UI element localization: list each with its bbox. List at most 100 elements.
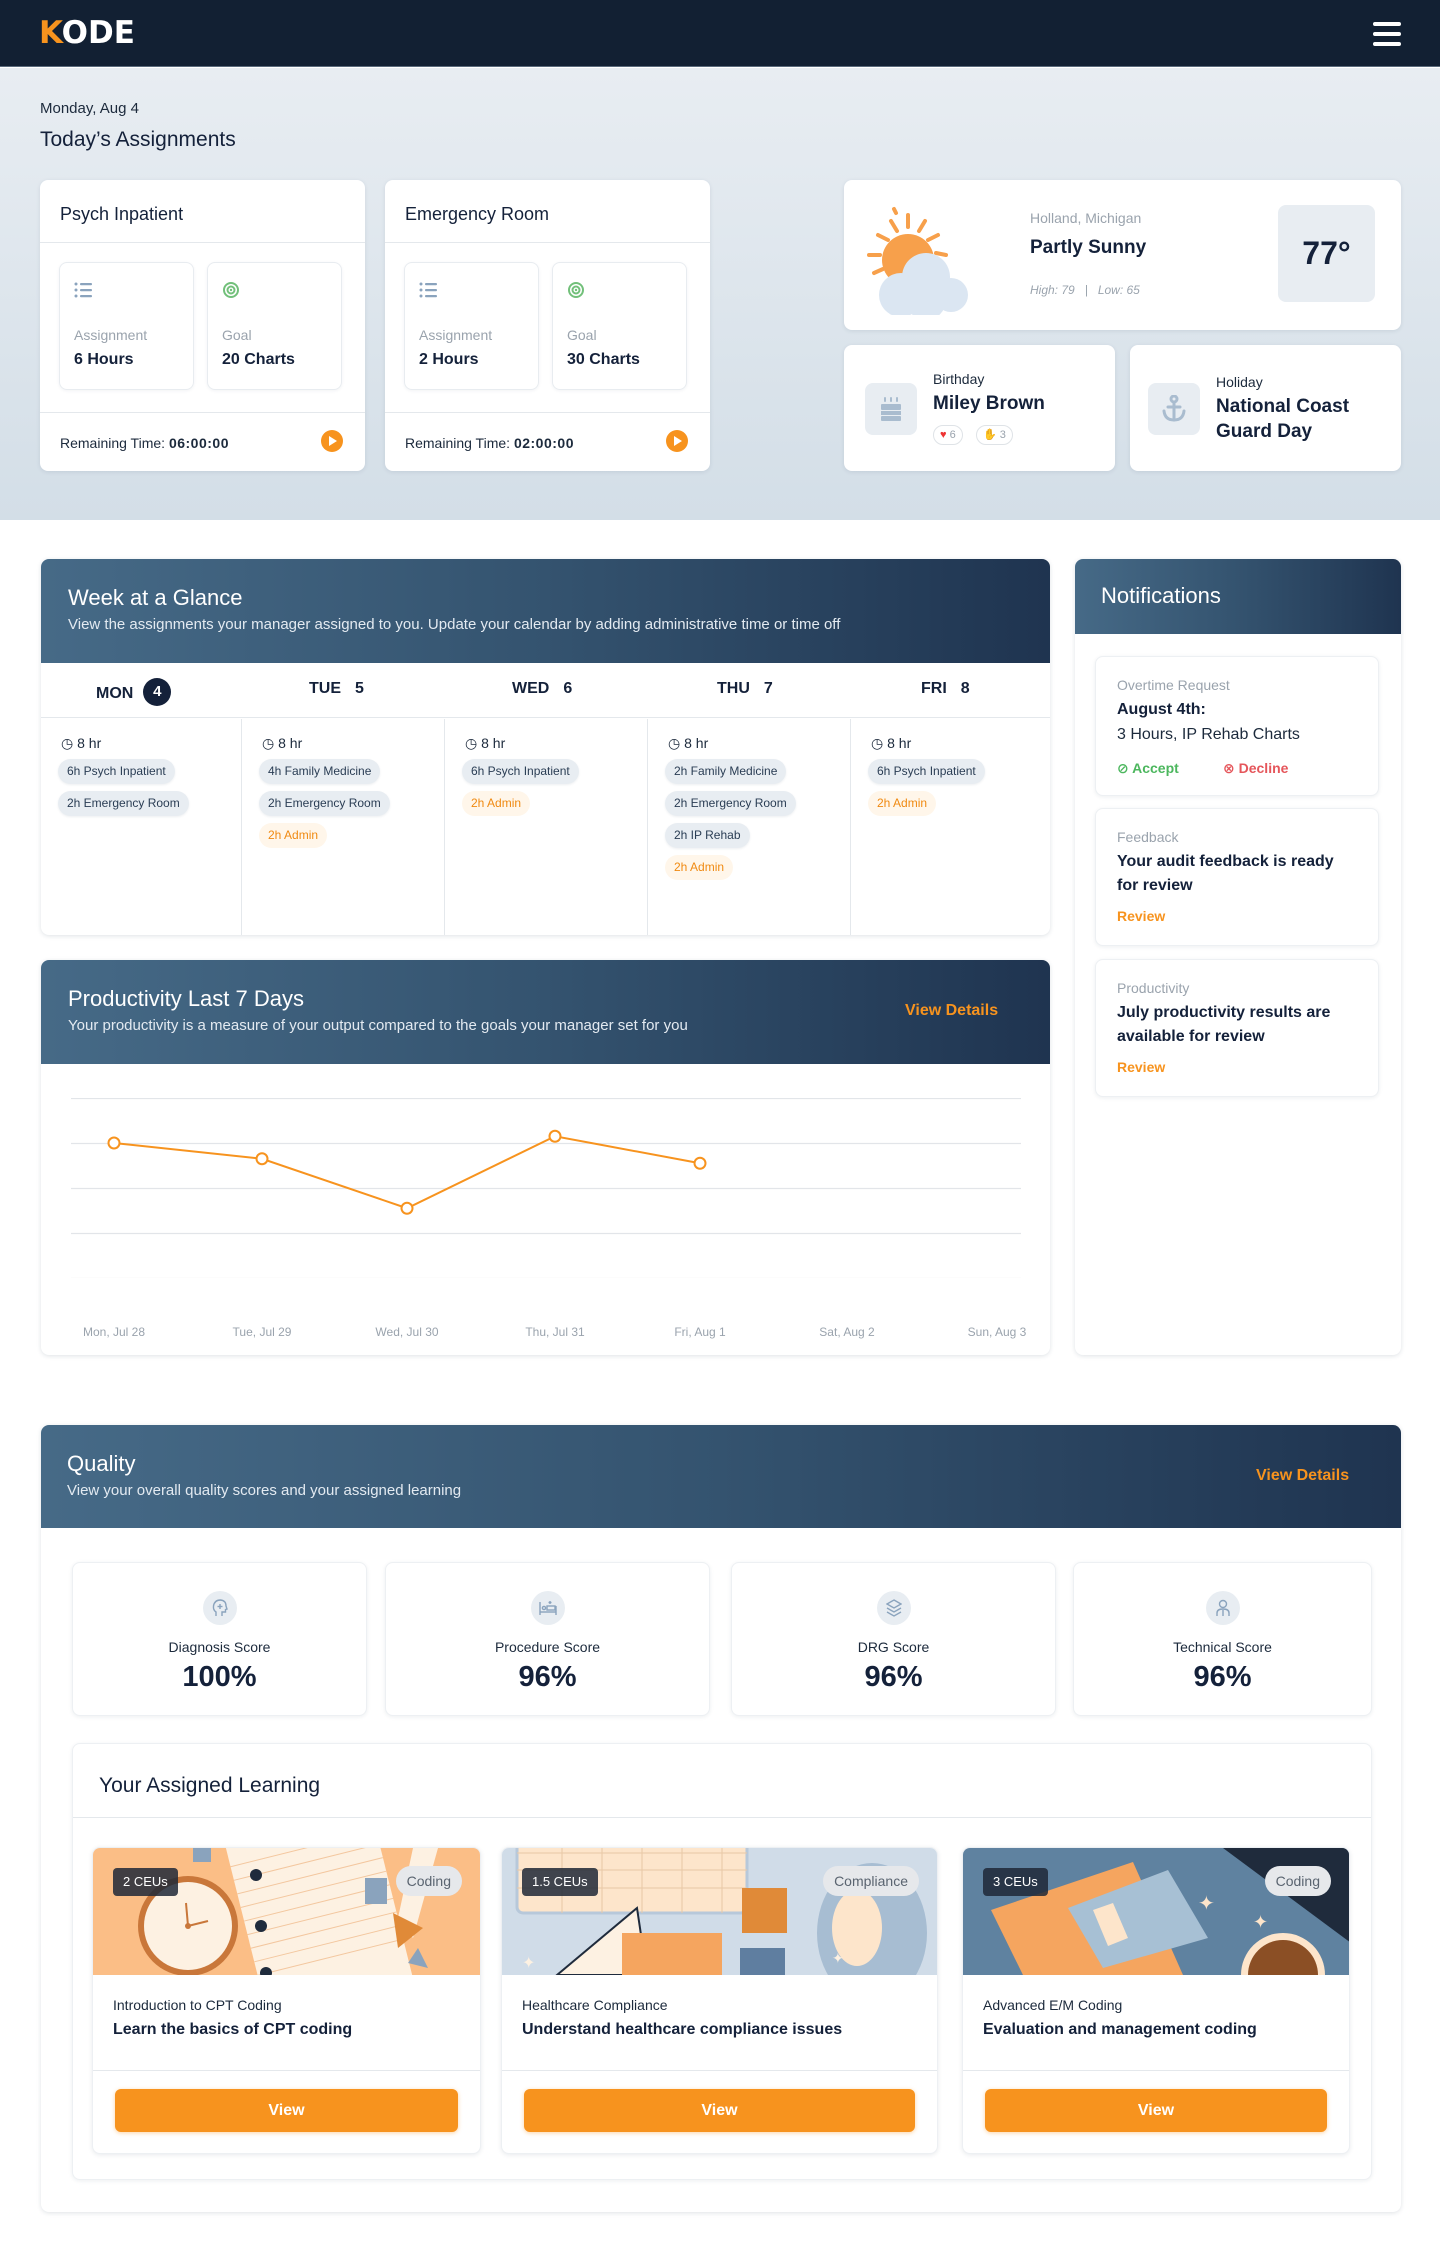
- review-link[interactable]: Review: [1117, 1059, 1166, 1075]
- panel-title: Week at a Glance: [68, 585, 243, 610]
- logo-rest: ODE: [61, 15, 135, 51]
- holiday-name: National Coast Guard Day: [1216, 396, 1350, 442]
- day-hours: ◷ 8 hr: [668, 735, 709, 751]
- top-navigation-bar: KODE: [0, 0, 1440, 67]
- assignment-card-psych-inpatient: Psych Inpatient Assignment 6 Hours Goal …: [40, 180, 365, 471]
- assignment-chip[interactable]: 2h IP Rehab: [665, 823, 750, 848]
- admin-chip[interactable]: 2h Admin: [665, 855, 734, 880]
- panel-subtitle: View your overall quality scores and you…: [67, 1482, 462, 1499]
- view-details-link[interactable]: View Details: [905, 1002, 999, 1019]
- day-hours: ◷ 8 hr: [262, 735, 303, 751]
- assignment-hours-stat: Assignment 6 Hours: [59, 262, 194, 390]
- layers-icon: [876, 1591, 911, 1625]
- x-circle-icon: ⊗: [1223, 760, 1235, 776]
- heart-reaction-button[interactable]: ♥ 6: [933, 425, 963, 445]
- decline-button[interactable]: ⊗ Decline: [1223, 760, 1289, 776]
- accept-button[interactable]: ⊘ Accept: [1117, 760, 1179, 776]
- day-header-wed[interactable]: WED 6: [512, 680, 573, 697]
- stat-value: 2 Hours: [419, 351, 479, 368]
- start-timer-button[interactable]: [321, 430, 343, 452]
- day-header-thu[interactable]: THU 7: [717, 680, 773, 697]
- clock-icon: ◷: [871, 735, 884, 751]
- stat-value: 20 Charts: [222, 351, 295, 368]
- day-header-tue[interactable]: TUE 5: [309, 680, 364, 697]
- productivity-line-chart: [71, 1098, 1021, 1278]
- cake-icon: [865, 383, 917, 435]
- review-link[interactable]: Review: [1117, 908, 1166, 924]
- admin-chip[interactable]: 2h Admin: [259, 823, 328, 848]
- day-column-fri[interactable]: ◷ 8 hr 6h Psych Inpatient 2h Admin: [851, 719, 1050, 935]
- list-icon: [74, 282, 92, 298]
- view-details-link[interactable]: View Details: [1256, 1467, 1350, 1484]
- clock-icon: ◷: [668, 735, 681, 751]
- notification-kind: Overtime Request: [1117, 677, 1230, 693]
- data-point: [255, 1152, 269, 1166]
- notifications-panel: Notifications Overtime Request August 4t…: [1075, 559, 1401, 1355]
- assignment-chip[interactable]: 2h Emergency Room: [58, 791, 189, 816]
- current-date: Monday, Aug 4: [40, 100, 139, 117]
- week-at-a-glance-panel: Week at a Glance View the assignments yo…: [41, 559, 1050, 935]
- course-title: Understand healthcare compliance issues: [522, 2021, 843, 2038]
- x-axis-label: Mon, Jul 28: [82, 1325, 146, 1339]
- day-column-tue[interactable]: ◷ 8 hr 4h Family Medicine 2h Emergency R…: [242, 719, 445, 935]
- category-tag: Coding: [1264, 1866, 1331, 1896]
- admin-chip[interactable]: 2h Admin: [462, 791, 531, 816]
- assignment-title: Psych Inpatient: [60, 204, 184, 224]
- stat-label: Goal: [567, 327, 597, 343]
- assignment-chip[interactable]: 6h Psych Inpatient: [462, 759, 579, 784]
- day-column-mon[interactable]: ◷ 8 hr 6h Psych Inpatient 2h Emergency R…: [41, 719, 242, 935]
- data-point: [400, 1201, 414, 1215]
- course-card: 2 CEUs Coding Introduction to CPT Coding…: [92, 1847, 481, 2154]
- assignment-chip[interactable]: 6h Psych Inpatient: [868, 759, 985, 784]
- score-card-diagnosis: Diagnosis Score 100%: [72, 1562, 367, 1716]
- view-course-button[interactable]: View: [985, 2089, 1327, 2132]
- heart-icon: ♥: [940, 429, 947, 441]
- course-subtitle: Healthcare Compliance: [522, 1997, 668, 2013]
- course-title: Evaluation and management coding: [983, 2021, 1257, 2038]
- hamburger-menu-icon[interactable]: [1373, 20, 1401, 47]
- list-icon: [419, 282, 437, 298]
- course-subtitle: Advanced E/M Coding: [983, 1997, 1123, 2013]
- day-hours: ◷ 8 hr: [465, 735, 506, 751]
- target-icon: [223, 282, 239, 298]
- view-course-button[interactable]: View: [524, 2089, 915, 2132]
- notification-feedback: Feedback Your audit feedback is ready fo…: [1095, 808, 1379, 946]
- day-column-thu[interactable]: ◷ 8 hr 2h Family Medicine 2h Emergency R…: [648, 719, 851, 935]
- assignment-chip[interactable]: 4h Family Medicine: [259, 759, 381, 784]
- logo-k: K: [39, 15, 62, 51]
- admin-chip[interactable]: 2h Admin: [868, 791, 937, 816]
- day-hours: ◷ 8 hr: [61, 735, 102, 751]
- score-label: DRG Score: [857, 1639, 930, 1655]
- assignment-card-emergency-room: Emergency Room Assignment 2 Hours Goal 3…: [385, 180, 710, 471]
- temperature-box: 77°: [1278, 205, 1375, 302]
- weather-location: Holland, Michigan: [1030, 210, 1142, 226]
- assignment-hours-stat: Assignment 2 Hours: [404, 262, 539, 390]
- clap-reaction-button[interactable]: ✋ 3: [976, 425, 1013, 445]
- assignment-chip[interactable]: 2h Emergency Room: [259, 791, 390, 816]
- day-header-mon[interactable]: MON 4: [96, 678, 172, 708]
- score-card-technical: Technical Score 96%: [1073, 1562, 1372, 1716]
- clock-icon: ◷: [262, 735, 275, 751]
- target-icon: [568, 282, 584, 298]
- assignment-chip[interactable]: 2h Family Medicine: [665, 759, 787, 784]
- notification-kind: Productivity: [1117, 980, 1190, 996]
- remaining-time: Remaining Time: 06:00:00: [60, 435, 229, 451]
- score-label: Diagnosis Score: [168, 1639, 271, 1655]
- start-timer-button[interactable]: [666, 430, 688, 452]
- svg-text:✦: ✦: [832, 1950, 844, 1966]
- category-tag: Coding: [395, 1866, 462, 1896]
- course-subtitle: Introduction to CPT Coding: [113, 1997, 282, 2013]
- x-axis-label: Wed, Jul 30: [375, 1325, 439, 1339]
- kode-logo[interactable]: KODE: [39, 15, 135, 51]
- day-column-wed[interactable]: ◷ 8 hr 6h Psych Inpatient 2h Admin: [445, 719, 648, 935]
- view-course-button[interactable]: View: [115, 2089, 458, 2132]
- birthday-card: Birthday Miley Brown ♥ 6 ✋ 3: [844, 345, 1115, 471]
- panel-header: Quality View your overall quality scores…: [41, 1425, 1401, 1528]
- day-header-fri[interactable]: FRI 8: [921, 680, 970, 697]
- data-point: [107, 1136, 121, 1150]
- birthday-name: Miley Brown: [933, 393, 1045, 414]
- score-card-procedure: Procedure Score 96%: [385, 1562, 710, 1716]
- assignment-chip[interactable]: 2h Emergency Room: [665, 791, 796, 816]
- ceu-badge: 3 CEUs: [983, 1868, 1048, 1896]
- assignment-chip[interactable]: 6h Psych Inpatient: [58, 759, 175, 784]
